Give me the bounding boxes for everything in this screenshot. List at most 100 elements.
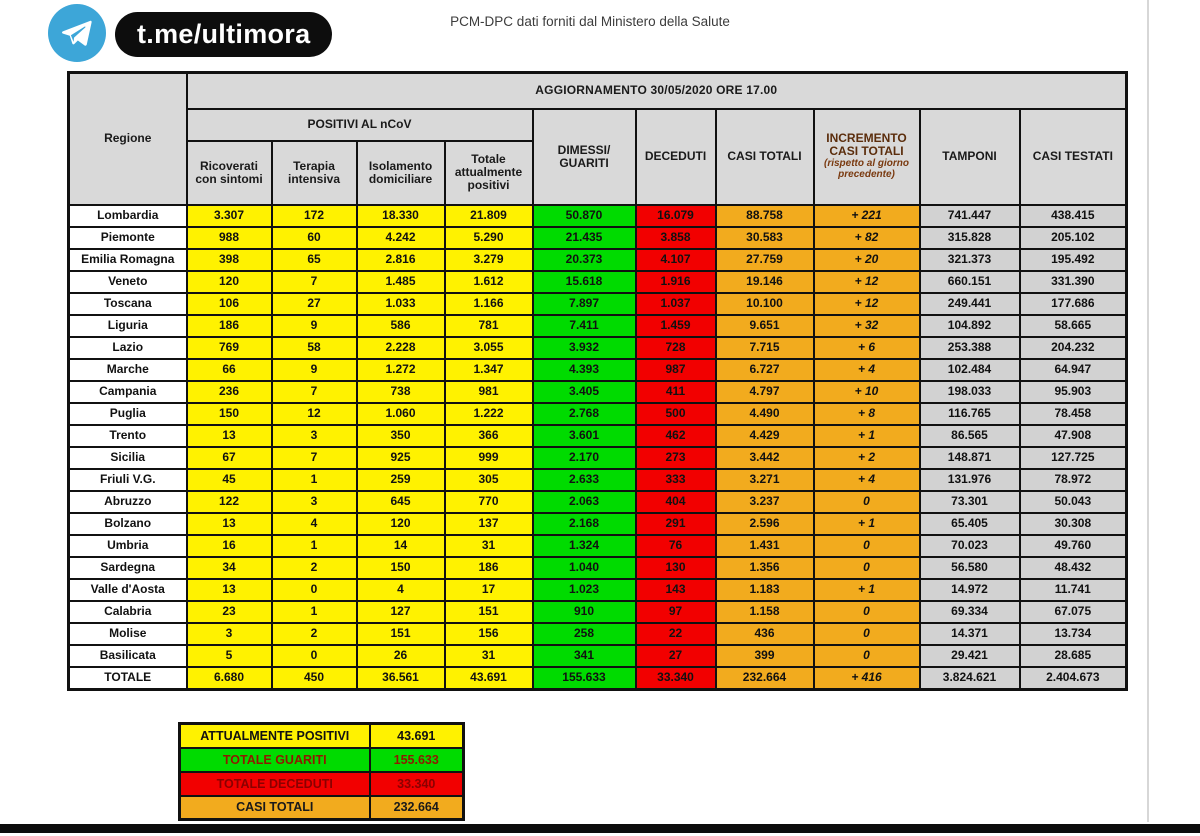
cell-terapia-intensiva: 4 xyxy=(270,511,358,536)
summary-value: 155.633 xyxy=(368,746,465,773)
cell-deceduti: 333 xyxy=(634,467,717,492)
cell-casi-totali: 232.664 xyxy=(714,665,815,691)
table-row: Liguria 186 9 586 781 7.411 1.459 9.651 + 32 104.… xyxy=(67,313,1128,338)
header-incremento-subnote: (rispetto al giorno precedente) xyxy=(824,158,909,180)
cell-regione: Basilicata xyxy=(67,643,188,668)
cell-casi-testati: 48.432 xyxy=(1018,555,1128,580)
table-row: Emilia Romagna 398 65 2.816 3.279 20.373 4.107… xyxy=(67,247,1128,272)
table-row: Abruzzo 122 3 645 770 2.063 404 3.237 0 73.301 50.… xyxy=(67,489,1128,514)
telegram-logo xyxy=(48,4,106,62)
frame-bottom-bar xyxy=(0,824,1200,833)
cell-deceduti: 500 xyxy=(634,401,717,426)
cell-casi-totali: 1.431 xyxy=(714,533,815,558)
cell-terapia-intensiva: 58 xyxy=(270,335,358,360)
cell-isolamento: 26 xyxy=(355,643,446,668)
header-casi-totali: CASI TOTALI xyxy=(714,107,815,206)
cell-casi-totali: 3.271 xyxy=(714,467,815,492)
cell-totale-positivi: 3.279 xyxy=(443,247,534,272)
cell-casi-testati: 2.404.673 xyxy=(1018,665,1128,691)
cell-deceduti: 1.916 xyxy=(634,269,717,294)
cell-isolamento: 1.033 xyxy=(355,291,446,316)
cell-terapia-intensiva: 65 xyxy=(270,247,358,272)
cell-casi-testati: 28.685 xyxy=(1018,643,1128,668)
cell-deceduti: 728 xyxy=(634,335,717,360)
cell-tamponi: 14.371 xyxy=(918,621,1021,646)
summary-label: CASI TOTALI xyxy=(178,794,371,821)
channel-link[interactable]: t.me/ultimora xyxy=(115,12,333,57)
table-row: Calabria 23 1 127 151 910 97 1.158 0 69.334 67.075 xyxy=(67,599,1128,624)
cell-casi-testati: 30.308 xyxy=(1018,511,1128,536)
telegram-plane-icon xyxy=(61,20,92,46)
cell-totale-positivi: 1.222 xyxy=(443,401,534,426)
table-row: Piemonte 988 60 4.242 5.290 21.435 3.858 30.583… xyxy=(67,225,1128,250)
cell-dimessi-guariti: 2.063 xyxy=(531,489,637,514)
summary-value: 43.691 xyxy=(368,722,465,749)
header-terapia-intensiva: Terapia intensiva xyxy=(270,139,358,206)
cell-casi-testati: 58.665 xyxy=(1018,313,1128,338)
cell-ricoverati: 13 xyxy=(185,511,273,536)
table-row: Veneto 120 7 1.485 1.612 15.618 1.916 19.146 + 1… xyxy=(67,269,1128,294)
cell-isolamento: 127 xyxy=(355,599,446,624)
cell-deceduti: 411 xyxy=(634,379,717,404)
cell-ricoverati: 3.307 xyxy=(185,203,273,228)
cell-terapia-intensiva: 2 xyxy=(270,621,358,646)
cell-tamponi: 321.373 xyxy=(918,247,1021,272)
cell-isolamento: 925 xyxy=(355,445,446,470)
cell-ricoverati: 23 xyxy=(185,599,273,624)
cell-dimessi-guariti: 3.932 xyxy=(531,335,637,360)
cell-tamponi: 65.405 xyxy=(918,511,1021,536)
cell-regione: Friuli V.G. xyxy=(67,467,188,492)
cell-incremento: 0 xyxy=(812,621,921,646)
table-row: Marche 66 9 1.272 1.347 4.393 987 6.727 + 4 102.4… xyxy=(67,357,1128,382)
header-positivi-group: POSITIVI AL nCoV xyxy=(185,107,534,142)
cell-ricoverati: 988 xyxy=(185,225,273,250)
cell-isolamento: 120 xyxy=(355,511,446,536)
cell-isolamento: 18.330 xyxy=(355,203,446,228)
cell-casi-totali: 436 xyxy=(714,621,815,646)
cell-totale-positivi: 781 xyxy=(443,313,534,338)
header-ricoverati: Ricoverati con sintomi xyxy=(185,139,273,206)
cell-terapia-intensiva: 1 xyxy=(270,467,358,492)
cell-ricoverati: 122 xyxy=(185,489,273,514)
cell-totale-positivi: 5.290 xyxy=(443,225,534,250)
cell-tamponi: 56.580 xyxy=(918,555,1021,580)
header-casi-totali-label: CASI TOTALI xyxy=(727,149,802,164)
cell-totale-positivi: 186 xyxy=(443,555,534,580)
cell-totale-positivi: 137 xyxy=(443,511,534,536)
cell-tamponi: 131.976 xyxy=(918,467,1021,492)
cell-regione: Emilia Romagna xyxy=(67,247,188,272)
cell-totale-positivi: 305 xyxy=(443,467,534,492)
header-deceduti: DECEDUTI xyxy=(634,107,717,206)
cell-deceduti: 462 xyxy=(634,423,717,448)
cell-totale-positivi: 156 xyxy=(443,621,534,646)
cell-terapia-intensiva: 1 xyxy=(270,599,358,624)
summary-label: TOTALE GUARITI xyxy=(178,746,371,773)
cell-totale-positivi: 1.612 xyxy=(443,269,534,294)
cell-terapia-intensiva: 12 xyxy=(270,401,358,426)
cell-tamponi: 70.023 xyxy=(918,533,1021,558)
cell-isolamento: 645 xyxy=(355,489,446,514)
cell-casi-totali: 399 xyxy=(714,643,815,668)
cell-dimessi-guariti: 2.633 xyxy=(531,467,637,492)
cell-casi-testati: 204.232 xyxy=(1018,335,1128,360)
cell-totale-positivi: 151 xyxy=(443,599,534,624)
cell-deceduti: 291 xyxy=(634,511,717,536)
cell-incremento: + 4 xyxy=(812,467,921,492)
cell-regione: Sardegna xyxy=(67,555,188,580)
cell-regione: TOTALE xyxy=(67,665,188,691)
cell-casi-testati: 127.725 xyxy=(1018,445,1128,470)
cell-terapia-intensiva: 0 xyxy=(270,643,358,668)
cell-ricoverati: 13 xyxy=(185,577,273,602)
cell-regione: Campania xyxy=(67,379,188,404)
cell-ricoverati: 34 xyxy=(185,555,273,580)
cell-ricoverati: 236 xyxy=(185,379,273,404)
cell-isolamento: 14 xyxy=(355,533,446,558)
cell-regione: Bolzano xyxy=(67,511,188,536)
cell-ricoverati: 66 xyxy=(185,357,273,382)
cell-isolamento: 738 xyxy=(355,379,446,404)
header-totale-positivi: Totale attualmente positivi xyxy=(443,139,534,206)
cell-tamponi: 315.828 xyxy=(918,225,1021,250)
cell-terapia-intensiva: 60 xyxy=(270,225,358,250)
cell-deceduti: 404 xyxy=(634,489,717,514)
cell-deceduti: 22 xyxy=(634,621,717,646)
